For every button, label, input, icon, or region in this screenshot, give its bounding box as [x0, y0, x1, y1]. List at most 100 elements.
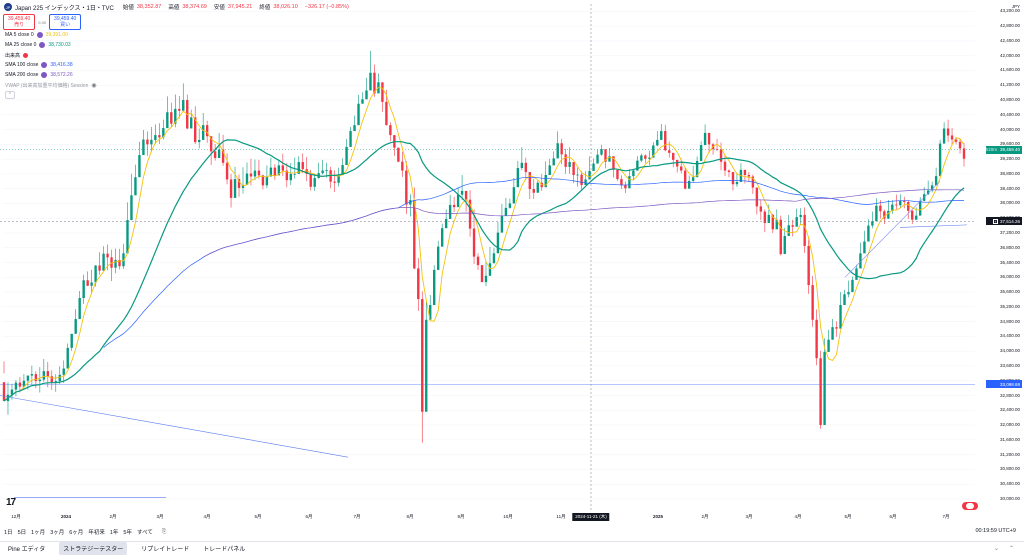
candle: [891, 204, 894, 211]
range-6m[interactable]: 6ヶ月: [69, 530, 84, 536]
candle: [174, 108, 177, 124]
candle: [827, 339, 830, 352]
legend-row-sma200[interactable]: SMA 200 close 38,572.26: [5, 70, 97, 80]
price-tick-label: 39,200.00: [999, 156, 1020, 162]
collapse-legend-button[interactable]: ⌃: [5, 91, 15, 99]
candle: [281, 165, 285, 171]
candle: [859, 253, 862, 269]
settings-icon[interactable]: [39, 42, 46, 48]
settings-icon[interactable]: [36, 32, 43, 38]
legend-row-vwap[interactable]: VWAP (出来高加重平均価格) Session ◉: [5, 80, 97, 90]
range-1d[interactable]: 1日: [4, 530, 13, 536]
candle: [628, 176, 631, 189]
candle: [333, 181, 336, 183]
candle: [835, 327, 838, 329]
range-1m[interactable]: 1ヶ月: [31, 530, 46, 536]
candle: [365, 90, 368, 100]
price-tick-label: 38,400.00: [999, 185, 1020, 191]
candle: [10, 389, 14, 395]
horizontal-line-price-tag: 33,098.69: [986, 380, 1022, 389]
candle: [747, 175, 751, 177]
range-5d[interactable]: 5日: [17, 530, 27, 536]
price-tick-label: 40,000.00: [999, 126, 1020, 132]
price-tick-label: 41,600.00: [999, 67, 1020, 73]
candle: [421, 299, 424, 412]
price-tick-label: 40,800.00: [999, 97, 1020, 103]
minimize-panel-icon[interactable]: ⌄: [993, 546, 999, 552]
candle: [572, 162, 575, 176]
candle: [879, 205, 882, 212]
candle: [285, 170, 289, 181]
candle: [90, 282, 93, 286]
price-tick-label: 35,600.00: [999, 289, 1020, 295]
candle: [580, 174, 583, 185]
candle: [771, 214, 774, 230]
time-tick-label: 6月: [889, 514, 897, 519]
timezone-clock[interactable]: 00:19:59 UTC+9: [975, 528, 1016, 534]
candle: [201, 125, 205, 140]
candle: [488, 263, 492, 276]
candle: [544, 175, 547, 188]
candle: [703, 132, 707, 146]
range-ytd[interactable]: 年初来: [88, 530, 105, 536]
tradingview-logo[interactable]: 17: [6, 497, 16, 508]
settings-icon[interactable]: [41, 72, 48, 78]
candle: [831, 327, 834, 340]
candle: [217, 149, 221, 159]
candle: [926, 190, 930, 195]
time-tick-label: 11月: [556, 514, 566, 519]
legend-name: VWAP (出来高加重平均価格) Session: [5, 82, 89, 89]
last-price-countdown: 4h20m: [983, 147, 997, 153]
time-tick-label: 3月: [745, 514, 753, 519]
buy-button[interactable]: 39,459.40 買い: [49, 14, 82, 30]
price-tick-label: 36,800.00: [999, 244, 1020, 250]
range-5y[interactable]: 5年: [123, 530, 132, 536]
candle: [823, 351, 826, 426]
eye-hidden-icon[interactable]: ◉: [91, 82, 97, 89]
candle: [409, 200, 412, 205]
candle: [616, 169, 619, 180]
candle: [345, 146, 348, 166]
alert-icon[interactable]: [962, 502, 978, 510]
low-value: 37,945.21: [227, 4, 253, 10]
candle: [257, 170, 261, 176]
tab-trading-panel[interactable]: トレードパネル: [203, 547, 246, 553]
maximize-panel-icon[interactable]: ⌃: [1008, 546, 1014, 552]
legend-row-volume[interactable]: 出来高: [5, 50, 97, 60]
tab-replay-trading[interactable]: リプレイトレード: [141, 547, 190, 553]
tab-strategy-tester[interactable]: ストラテジーテスター: [59, 542, 128, 555]
candle: [560, 143, 563, 155]
crosshair-date-tag: 2024-11-21 (木): [572, 513, 610, 521]
tab-pine-editor[interactable]: Pine エディタ: [8, 547, 46, 553]
candle: [369, 72, 372, 91]
candle: [178, 108, 181, 111]
candle: [727, 170, 731, 173]
price-tick-label: 32,400.00: [999, 407, 1020, 413]
range-3m[interactable]: 3ヶ月: [50, 530, 65, 536]
candle: [305, 169, 308, 174]
candle: [695, 160, 699, 178]
legend-row-ma5[interactable]: MA 5 close 0 39,391.00: [5, 30, 97, 40]
warning-icon[interactable]: [23, 52, 29, 58]
legend-row-ma25[interactable]: MA 25 close 0 38,730.03: [5, 40, 97, 50]
symbol-title[interactable]: Japan 225 インデックス・1日・TVC: [15, 5, 114, 12]
last-price-value: 39,459.40: [999, 147, 1020, 153]
legend-row-sma100[interactable]: SMA 100 close 38,416.38: [5, 60, 97, 70]
time-tick-label: 10月: [503, 514, 513, 519]
candle: [787, 225, 790, 236]
candle: [576, 174, 579, 176]
low-label: 安値: [213, 5, 225, 11]
settings-icon[interactable]: [41, 62, 48, 68]
candle: [524, 162, 528, 173]
time-tick-label: 3月: [156, 514, 164, 519]
range-all[interactable]: すべて: [136, 530, 153, 536]
sell-price: 39,459.40: [8, 16, 31, 22]
sell-button[interactable]: 39,459.40 売り: [3, 14, 36, 30]
date-range-icon[interactable]: ⎘: [161, 528, 167, 535]
range-1y[interactable]: 1年: [109, 530, 119, 536]
candle: [723, 161, 727, 171]
candle: [568, 162, 571, 167]
candle: [934, 176, 938, 186]
plus-icon[interactable]: +: [992, 218, 998, 224]
